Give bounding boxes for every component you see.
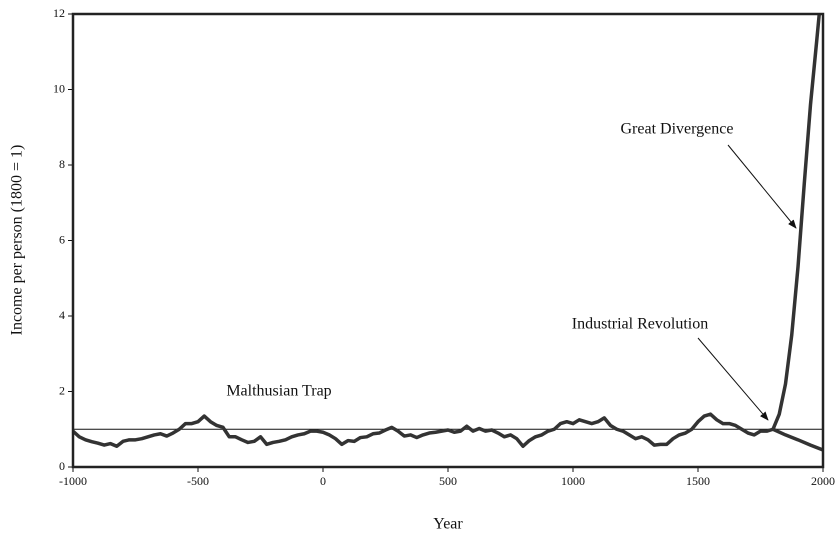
y-tick-label: 8 xyxy=(59,157,65,171)
annotation: Malthusian Trap xyxy=(226,383,331,400)
x-tick-label: -500 xyxy=(187,474,209,488)
x-tick-label: 2000 xyxy=(811,474,835,488)
annotation: Industrial Revolution xyxy=(572,316,708,333)
annotation: Great Divergence xyxy=(621,121,734,138)
x-tick-label: -1000 xyxy=(59,474,87,488)
y-tick-label: 12 xyxy=(53,6,65,20)
annotation-arrow xyxy=(727,144,797,229)
x-axis-label: Year xyxy=(433,516,463,533)
annotation-arrow xyxy=(697,337,769,421)
y-tick-label: 0 xyxy=(59,459,65,473)
x-tick-label: 1500 xyxy=(686,474,710,488)
x-tick-label: 500 xyxy=(439,474,457,488)
y-tick-label: 6 xyxy=(59,232,65,246)
y-tick-label: 2 xyxy=(59,383,65,397)
y-axis-label: Income per person (1800 = 1) xyxy=(9,145,26,336)
data-line xyxy=(772,427,824,452)
x-tick-label: 0 xyxy=(320,474,326,488)
y-tick-label: 4 xyxy=(59,308,65,322)
data-line xyxy=(71,412,774,448)
y-tick-label: 10 xyxy=(53,81,65,95)
data-line xyxy=(771,13,821,430)
x-tick-label: 1000 xyxy=(561,474,585,488)
plot-frame xyxy=(71,12,825,469)
